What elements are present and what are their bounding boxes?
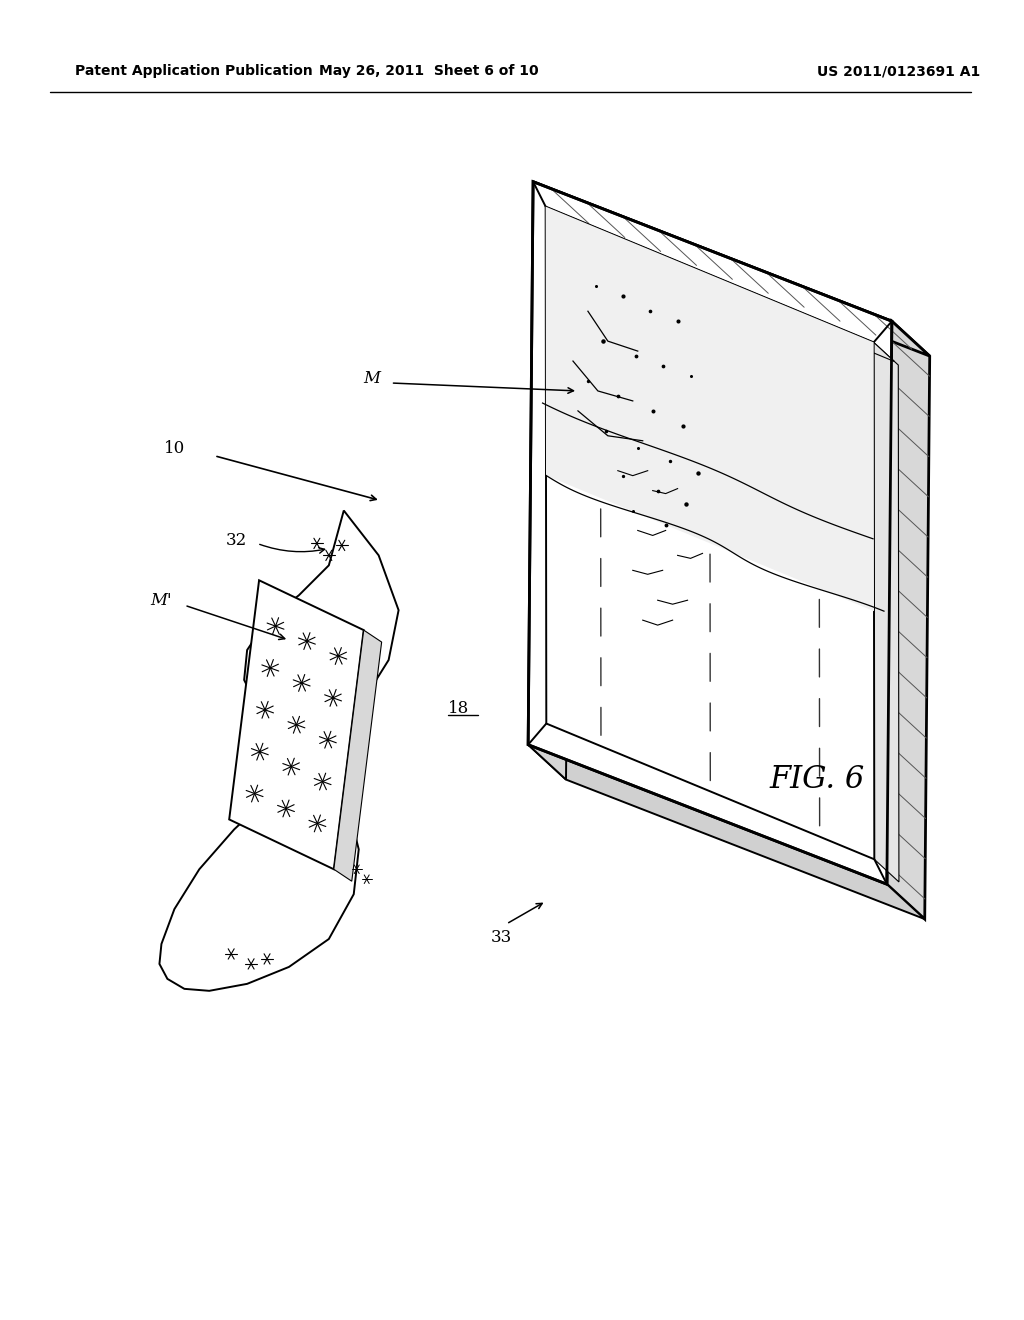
Text: 32: 32 (226, 532, 247, 549)
Text: 18: 18 (449, 700, 470, 717)
Polygon shape (534, 182, 930, 356)
Polygon shape (229, 581, 364, 870)
Polygon shape (528, 182, 892, 884)
Polygon shape (873, 342, 899, 882)
Polygon shape (546, 207, 895, 362)
Text: May 26, 2011  Sheet 6 of 10: May 26, 2011 Sheet 6 of 10 (318, 65, 539, 78)
Text: 10: 10 (165, 441, 185, 457)
Polygon shape (528, 744, 925, 919)
Text: 33: 33 (490, 929, 512, 946)
Polygon shape (334, 630, 382, 882)
Polygon shape (887, 321, 930, 919)
Text: US 2011/0123691 A1: US 2011/0123691 A1 (817, 65, 980, 78)
Text: M: M (364, 371, 381, 388)
Text: Patent Application Publication: Patent Application Publication (75, 65, 312, 78)
Polygon shape (528, 182, 571, 780)
Polygon shape (160, 511, 398, 991)
Text: FIG. 6: FIG. 6 (769, 764, 864, 795)
Text: M': M' (150, 591, 171, 609)
Polygon shape (546, 207, 874, 859)
Polygon shape (546, 207, 874, 611)
